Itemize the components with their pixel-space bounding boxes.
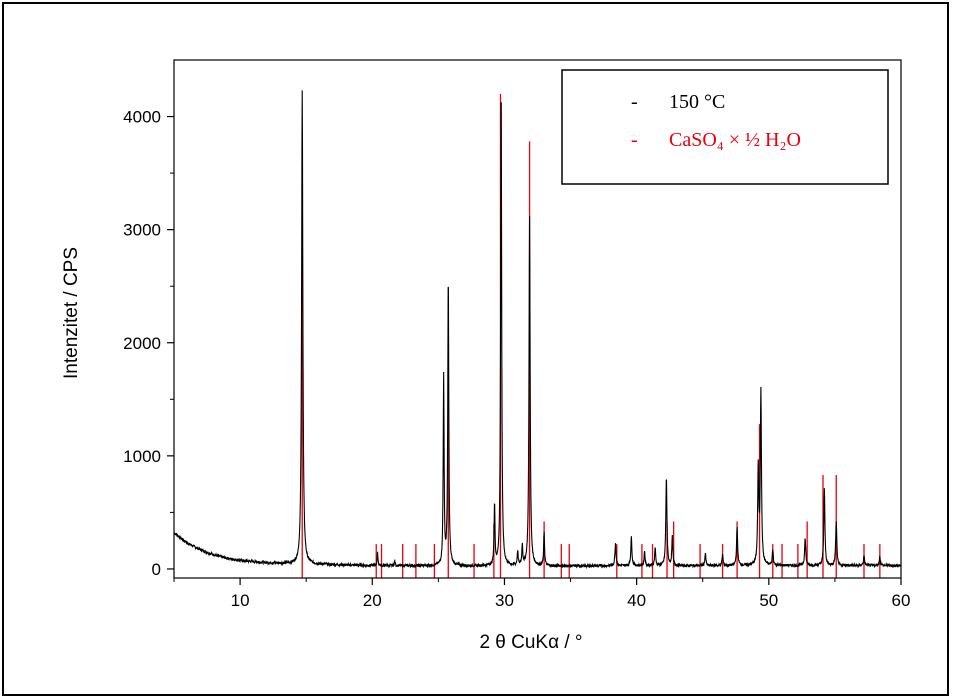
y-tick-label: 2000	[123, 334, 161, 353]
y-tick-label: 0	[152, 560, 161, 579]
legend-box	[561, 69, 889, 185]
y-axis-ticks: 0 1000 2000 3000 4000	[123, 108, 174, 579]
legend-label-reference: CaSO₄ × ½ H₂O	[669, 129, 801, 151]
x-tick-label: 20	[363, 591, 382, 610]
x-tick-label: 50	[759, 591, 778, 610]
y-tick-label: 4000	[123, 108, 161, 127]
x-axis-ticks: 10 20 30 40 50 60	[173, 578, 911, 610]
legend: - 150 °C - CaSO₄ × ½ H₂O	[561, 69, 889, 185]
x-tick-label: 10	[231, 591, 250, 610]
legend-marker-measured: -	[631, 91, 638, 113]
y-axis-label: Intenzitet / CPS	[61, 247, 82, 379]
x-tick-label: 60	[892, 591, 911, 610]
y-tick-label: 3000	[123, 221, 161, 240]
axes-box	[173, 59, 902, 579]
y-tick-label: 1000	[123, 447, 161, 466]
legend-marker-reference: -	[631, 129, 638, 151]
x-tick-label: 40	[627, 591, 646, 610]
x-tick-label: 30	[495, 591, 514, 610]
measured-series-line	[173, 90, 902, 570]
legend-label-measured: 150 °C	[669, 91, 725, 113]
x-axis-label: 2 θ CuKα / °	[479, 632, 582, 653]
